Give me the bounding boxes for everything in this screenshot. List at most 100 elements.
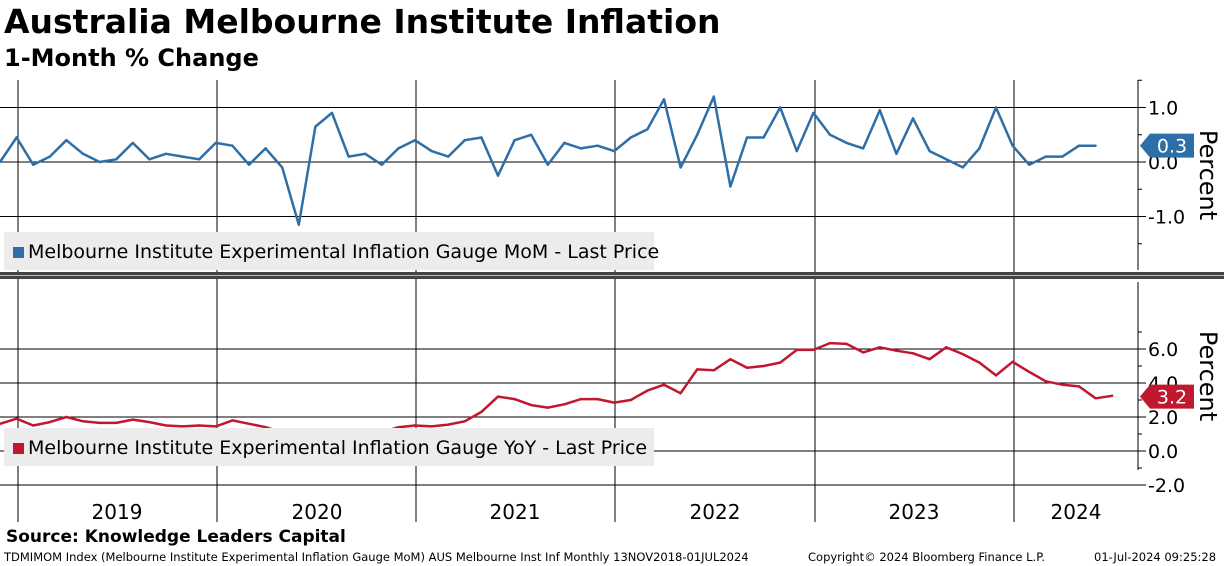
- data-point: [1028, 163, 1031, 166]
- data-point: [297, 223, 300, 226]
- data-point: [828, 341, 832, 345]
- data-point: [729, 185, 732, 188]
- data-point: [646, 389, 649, 392]
- x-tick-label: 2019: [92, 500, 143, 524]
- last-value-label: 0.3: [1157, 136, 1187, 158]
- data-point: [1061, 155, 1064, 158]
- data-point: [15, 417, 18, 420]
- data-point: [845, 141, 848, 145]
- data-point: [1061, 383, 1064, 386]
- data-point: [729, 358, 732, 361]
- gridlines: [0, 80, 1224, 522]
- data-point: [845, 342, 848, 346]
- data-point: [961, 352, 964, 356]
- data-point: [563, 403, 566, 406]
- data-point: [862, 147, 865, 150]
- data-point: [629, 136, 632, 139]
- data-point: [762, 364, 765, 368]
- data-point: [1044, 155, 1048, 158]
- data-point: [496, 395, 500, 398]
- data-point: [430, 425, 433, 428]
- data-point: [662, 98, 666, 101]
- data-point: [115, 158, 118, 161]
- data-point: [812, 348, 815, 352]
- data-point: [314, 125, 317, 128]
- data-point: [646, 128, 649, 131]
- legend-swatch: [13, 247, 24, 258]
- data-point: [231, 419, 234, 422]
- data-point: [397, 426, 400, 429]
- data-point: [397, 147, 400, 150]
- data-point: [712, 369, 715, 372]
- data-point: [480, 136, 483, 139]
- data-point: [98, 160, 101, 164]
- data-point: [65, 415, 68, 419]
- x-tick-label: 2024: [1051, 500, 1102, 524]
- data-point: [795, 348, 798, 352]
- data-point: [281, 166, 284, 169]
- legend-swatch: [13, 443, 24, 454]
- chart-title: Australia Melbourne Institute Inflation: [4, 2, 721, 41]
- data-point: [1011, 144, 1014, 147]
- data-point: [148, 420, 151, 424]
- data-point: [563, 141, 566, 145]
- data-point: [496, 174, 500, 177]
- data-point: [994, 374, 998, 377]
- data-point: [712, 95, 715, 98]
- series-line: [0, 341, 1113, 453]
- data-point: [911, 117, 915, 120]
- data-point: [895, 349, 898, 352]
- axes: 2019 2020 2021 2022 2023 2024 1.0 0.0 -1.0 Percen…: [92, 79, 1222, 524]
- data-point: [779, 361, 782, 364]
- data-point: [928, 358, 931, 361]
- y-tick-label: 2.0: [1148, 407, 1178, 429]
- data-point: [928, 149, 931, 153]
- y-tick-label: 0.0: [1148, 441, 1178, 463]
- data-point: [945, 346, 948, 349]
- data-point: [81, 152, 85, 156]
- timestamp: 01-Jul-2024 09:25:28: [1094, 550, 1217, 564]
- data-point: [264, 147, 267, 150]
- data-point: [447, 423, 450, 426]
- data-point: [679, 392, 682, 395]
- data-point: [862, 351, 865, 354]
- data-point: [696, 133, 699, 136]
- data-point: [895, 152, 898, 156]
- last-value-label: 3.2: [1157, 387, 1187, 409]
- data-point: [15, 136, 18, 139]
- data-point: [696, 368, 699, 371]
- last-value-badge: [1140, 133, 1194, 158]
- data-point: [214, 425, 217, 428]
- source-note: Source: Knowledge Leaders Capital: [6, 527, 346, 547]
- data-point: [596, 144, 599, 147]
- data-point: [513, 139, 516, 142]
- data-point: [530, 133, 533, 136]
- data-point: [1094, 144, 1097, 147]
- series-line: [0, 95, 1096, 226]
- x-tick-label: 2021: [490, 500, 541, 524]
- legends: Melbourne Institute Experimental Inflati…: [4, 232, 659, 466]
- y-tick-label: 6.0: [1148, 339, 1178, 361]
- legend-label: Melbourne Institute Experimental Inflati…: [28, 437, 647, 459]
- data-point: [1094, 397, 1097, 400]
- data-point: [961, 166, 964, 169]
- data-point: [596, 397, 599, 401]
- data-point: [198, 158, 201, 161]
- data-point: [413, 139, 417, 142]
- data-point: [1011, 360, 1014, 363]
- data-point: [32, 163, 35, 166]
- y-tick-label: -1.0: [1148, 207, 1185, 229]
- data-point: [247, 422, 251, 425]
- data-point: [164, 424, 168, 427]
- data-point: [430, 149, 433, 153]
- data-point: [745, 366, 749, 369]
- data-point: [878, 109, 881, 112]
- data-point: [1028, 370, 1031, 374]
- data-point: [579, 147, 583, 150]
- data-point: [629, 398, 632, 402]
- series-layer: [0, 95, 1114, 453]
- data-point: [214, 141, 217, 145]
- data-point: [994, 106, 998, 109]
- data-point: [198, 424, 201, 427]
